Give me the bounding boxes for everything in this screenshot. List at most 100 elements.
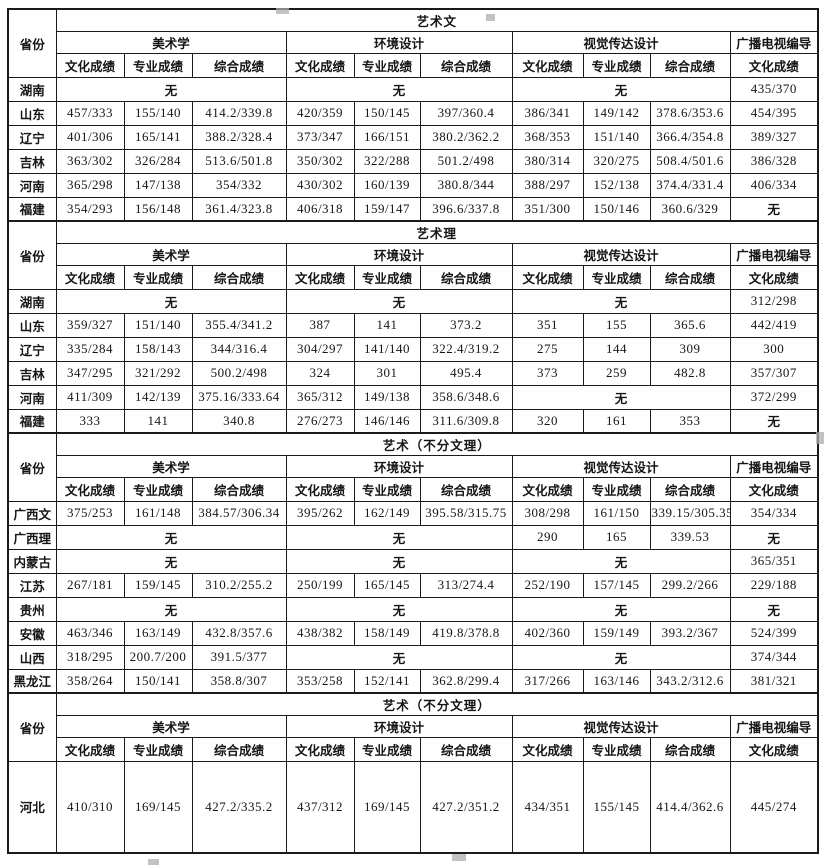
table-row: 河南 411/309 142/139 375.16/333.64 365/312 149/…: [7, 384, 819, 410]
score-column-header: 专业成绩: [582, 736, 651, 762]
score-column-header: 专业成绩: [123, 476, 193, 502]
score-cell: 324: [285, 360, 355, 386]
score-cell: 163/146: [582, 668, 651, 694]
score-cell: 463/346: [55, 620, 125, 646]
score-cell: 373/347: [285, 124, 355, 150]
major-header: 视觉传达设计: [511, 242, 731, 266]
score-column-header: 文化成绩: [729, 264, 819, 290]
table-row: 江苏 267/181 159/145 310.2/255.2 250/199 165/14…: [7, 572, 819, 598]
province-cell: 福建: [7, 408, 57, 434]
score-cell: 310.2/255.2: [191, 572, 287, 598]
score-cell: 149/138: [353, 384, 421, 410]
major-header: 广播电视编导: [729, 714, 819, 738]
score-cell: 454/395: [729, 100, 819, 126]
score-cell: 157/145: [582, 572, 651, 598]
province-cell: 吉林: [7, 148, 57, 174]
table-row: 山西 318/295 200.7/200 391.5/377 无无 374/344: [7, 644, 819, 670]
score-cell: 165: [582, 524, 651, 550]
na-cell: 无: [511, 76, 731, 102]
score-cell: 169/145: [123, 760, 193, 854]
score-cell: 340.8: [191, 408, 287, 434]
table-row: 河南 365/298 147/138 354/332 430/302 160/139 380…: [7, 172, 819, 198]
score-column-header: 文化成绩: [511, 736, 584, 762]
na-cell: 无: [55, 76, 287, 102]
table-row: 福建 354/293 156/148 361.4/323.8 406/318 159/14…: [7, 196, 819, 222]
score-cell: 158/143: [123, 336, 193, 362]
score-cell: 438/382: [285, 620, 355, 646]
score-cell: 411/309: [55, 384, 125, 410]
score-column-header: 综合成绩: [649, 52, 731, 78]
score-cell: 388/297: [511, 172, 584, 198]
score-cell: 508.4/501.6: [649, 148, 731, 174]
table-row: 内蒙古无无无 365/351: [7, 548, 819, 574]
score-cell: 322.4/319.2: [419, 336, 513, 362]
province-cell: 湖南: [7, 76, 57, 102]
na-cell: 无: [285, 524, 513, 550]
scan-artifact: [486, 14, 495, 21]
province-cell: 山东: [7, 100, 57, 126]
score-cell: 326/284: [123, 148, 193, 174]
score-column-header: 文化成绩: [511, 52, 584, 78]
score-cell: 299.2/266: [649, 572, 731, 598]
score-cell: 395/262: [285, 500, 355, 526]
province-cell: 广西文: [7, 500, 57, 526]
province-cell: 辽宁: [7, 124, 57, 150]
table-row: 辽宁 335/284 158/143 344/316.4 304/297 141/140 3…: [7, 336, 819, 362]
score-cell: 391.5/377: [191, 644, 287, 670]
score-cell: 149/142: [582, 100, 651, 126]
major-header: 环境设计: [285, 30, 513, 54]
score-cell: 388.2/328.4: [191, 124, 287, 150]
score-cell: 351/300: [511, 196, 584, 222]
score-cell: 373: [511, 360, 584, 386]
score-cell: 495.4: [419, 360, 513, 386]
score-cell: 435/370: [729, 76, 819, 102]
score-cell: 375.16/333.64: [191, 384, 287, 410]
major-header: 美术学: [55, 454, 287, 478]
score-cell: 141/140: [353, 336, 421, 362]
score-cell: 162/149: [353, 500, 421, 526]
section-title: 艺术理: [55, 220, 819, 244]
score-column-header: 文化成绩: [511, 264, 584, 290]
score-column-header: 文化成绩: [729, 476, 819, 502]
na-cell: 无: [729, 196, 819, 222]
score-column-header: 专业成绩: [123, 736, 193, 762]
score-column-header: 文化成绩: [729, 52, 819, 78]
score-cell: 397/360.4: [419, 100, 513, 126]
major-header: 美术学: [55, 714, 287, 738]
admission-scores-table: 省份 艺术文 美术学 环境设计 视觉传达设计 广播电视编导 文化成绩 专业成绩 综合成绩 文化成绩…: [7, 8, 820, 854]
table-row: 吉林 363/302 326/284 513.6/501.8 350/302 322/28…: [7, 148, 819, 174]
score-column-header: 文化成绩: [55, 52, 125, 78]
score-cell: 513.6/501.8: [191, 148, 287, 174]
score-cell: 365/298: [55, 172, 125, 198]
province-cell: 山西: [7, 644, 57, 670]
score-cell: 147/138: [123, 172, 193, 198]
score-cell: 362.8/299.4: [419, 668, 513, 694]
na-cell: 无: [511, 644, 731, 670]
score-cell: 378.6/353.6: [649, 100, 731, 126]
score-column-header: 综合成绩: [649, 476, 731, 502]
major-header: 环境设计: [285, 242, 513, 266]
score-cell: 360.6/329: [649, 196, 731, 222]
score-cell: 275: [511, 336, 584, 362]
score-cell: 384.57/306.34: [191, 500, 287, 526]
table-row: 吉林 347/295 321/292 500.2/498 324 301 495.4 373 2…: [7, 360, 819, 386]
score-cell: 151/140: [582, 124, 651, 150]
score-column-header: 专业成绩: [123, 52, 193, 78]
score-cell: 163/149: [123, 620, 193, 646]
score-cell: 142/139: [123, 384, 193, 410]
province-cell: 贵州: [7, 596, 57, 622]
major-header: 视觉传达设计: [511, 30, 731, 54]
scan-artifact: [276, 8, 289, 14]
score-cell: 420/359: [285, 100, 355, 126]
score-cell: 150/145: [353, 100, 421, 126]
score-cell: 357/307: [729, 360, 819, 386]
score-column-header: 综合成绩: [191, 476, 287, 502]
score-cell: 430/302: [285, 172, 355, 198]
score-cell: 402/360: [511, 620, 584, 646]
score-cell: 267/181: [55, 572, 125, 598]
na-cell: 无: [511, 596, 731, 622]
score-cell: 347/295: [55, 360, 125, 386]
score-cell: 158/149: [353, 620, 421, 646]
table-row: 广西理无无 290 165 339.53 无: [7, 524, 819, 550]
score-cell: 501.2/498: [419, 148, 513, 174]
